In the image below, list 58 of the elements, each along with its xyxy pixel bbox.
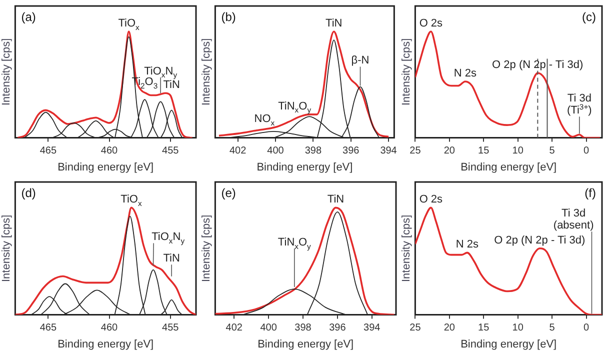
- x-tick-label: 0: [583, 322, 590, 334]
- x-tick-label: 398: [304, 146, 322, 157]
- annotation: O 2p (N 2p - Ti 3d): [494, 234, 586, 246]
- chart-title: (a): [21, 10, 36, 24]
- x-tick-label: 396: [329, 322, 346, 334]
- x-tick-label: 402: [226, 322, 243, 334]
- x-tick-label: 394: [380, 146, 398, 157]
- x-axis-title: Binding energy [eV]: [460, 161, 557, 174]
- annotation: TiN: [163, 252, 180, 265]
- x-tick-label: 5: [549, 322, 556, 334]
- x-tick-label: 5: [549, 146, 556, 157]
- chart-title: (b): [221, 10, 236, 24]
- annotation: O 2s: [419, 18, 444, 30]
- x-tick-label: 25: [410, 146, 422, 157]
- x-tick-label: 402: [229, 146, 247, 157]
- annotation: N 2s: [456, 238, 480, 251]
- chart-title: (e): [221, 186, 236, 200]
- annotation: TiN: [163, 79, 180, 92]
- y-axis-title: Intensity [cps]: [400, 38, 413, 106]
- x-tick-label: 400: [267, 146, 284, 157]
- x-tick-label: 460: [100, 322, 118, 334]
- x-tick-label: 15: [478, 146, 490, 157]
- x-tick-label: 25: [410, 322, 422, 334]
- x-tick-label: 0: [583, 146, 590, 157]
- x-axis-title: Binding energy [eV]: [256, 161, 353, 174]
- chart-title: (f): [584, 186, 596, 200]
- x-axis-title: Binding energy [eV]: [58, 161, 154, 174]
- x-axis-title: Binding energy [eV]: [58, 338, 154, 350]
- annotation: O 2s: [419, 194, 444, 206]
- x-axis-title: Binding energy [eV]: [258, 338, 354, 350]
- x-tick-label: 396: [342, 146, 360, 157]
- x-tick-label: 460: [100, 146, 118, 157]
- chart-title: (d): [21, 186, 36, 200]
- y-axis-title: Intensity [cps]: [200, 214, 213, 282]
- y-axis-title: Intensity [cps]: [200, 38, 213, 106]
- x-tick-label: 455: [162, 146, 180, 157]
- x-tick-label: 465: [40, 146, 57, 157]
- x-tick-label: 455: [162, 322, 180, 334]
- x-tick-label: 10: [512, 322, 524, 334]
- annotation: O 2p (N 2p - Ti 3d): [492, 58, 584, 71]
- x-tick-label: 10: [512, 146, 524, 157]
- x-tick-label: 20: [444, 322, 456, 334]
- annotation: Ti 3d (absent): [553, 208, 594, 232]
- x-tick-label: 394: [364, 322, 381, 334]
- y-axis-title: Intensity [cps]: [400, 214, 413, 282]
- x-axis-title: Binding energy [eV]: [460, 338, 557, 350]
- annotation: β-N: [351, 54, 370, 67]
- y-axis-title: Intensity [cps]: [0, 38, 13, 106]
- x-tick-label: 398: [294, 322, 312, 334]
- annotation: TiN: [327, 194, 344, 206]
- y-axis-title: Intensity [cps]: [0, 214, 13, 282]
- annotation: N 2s: [454, 67, 477, 80]
- x-tick-label: 15: [478, 322, 490, 334]
- annotation: TiN: [326, 18, 342, 30]
- x-tick-label: 20: [444, 146, 456, 157]
- x-tick-label: 400: [260, 322, 278, 334]
- x-tick-label: 465: [40, 322, 57, 334]
- chart-title: (c): [582, 10, 596, 24]
